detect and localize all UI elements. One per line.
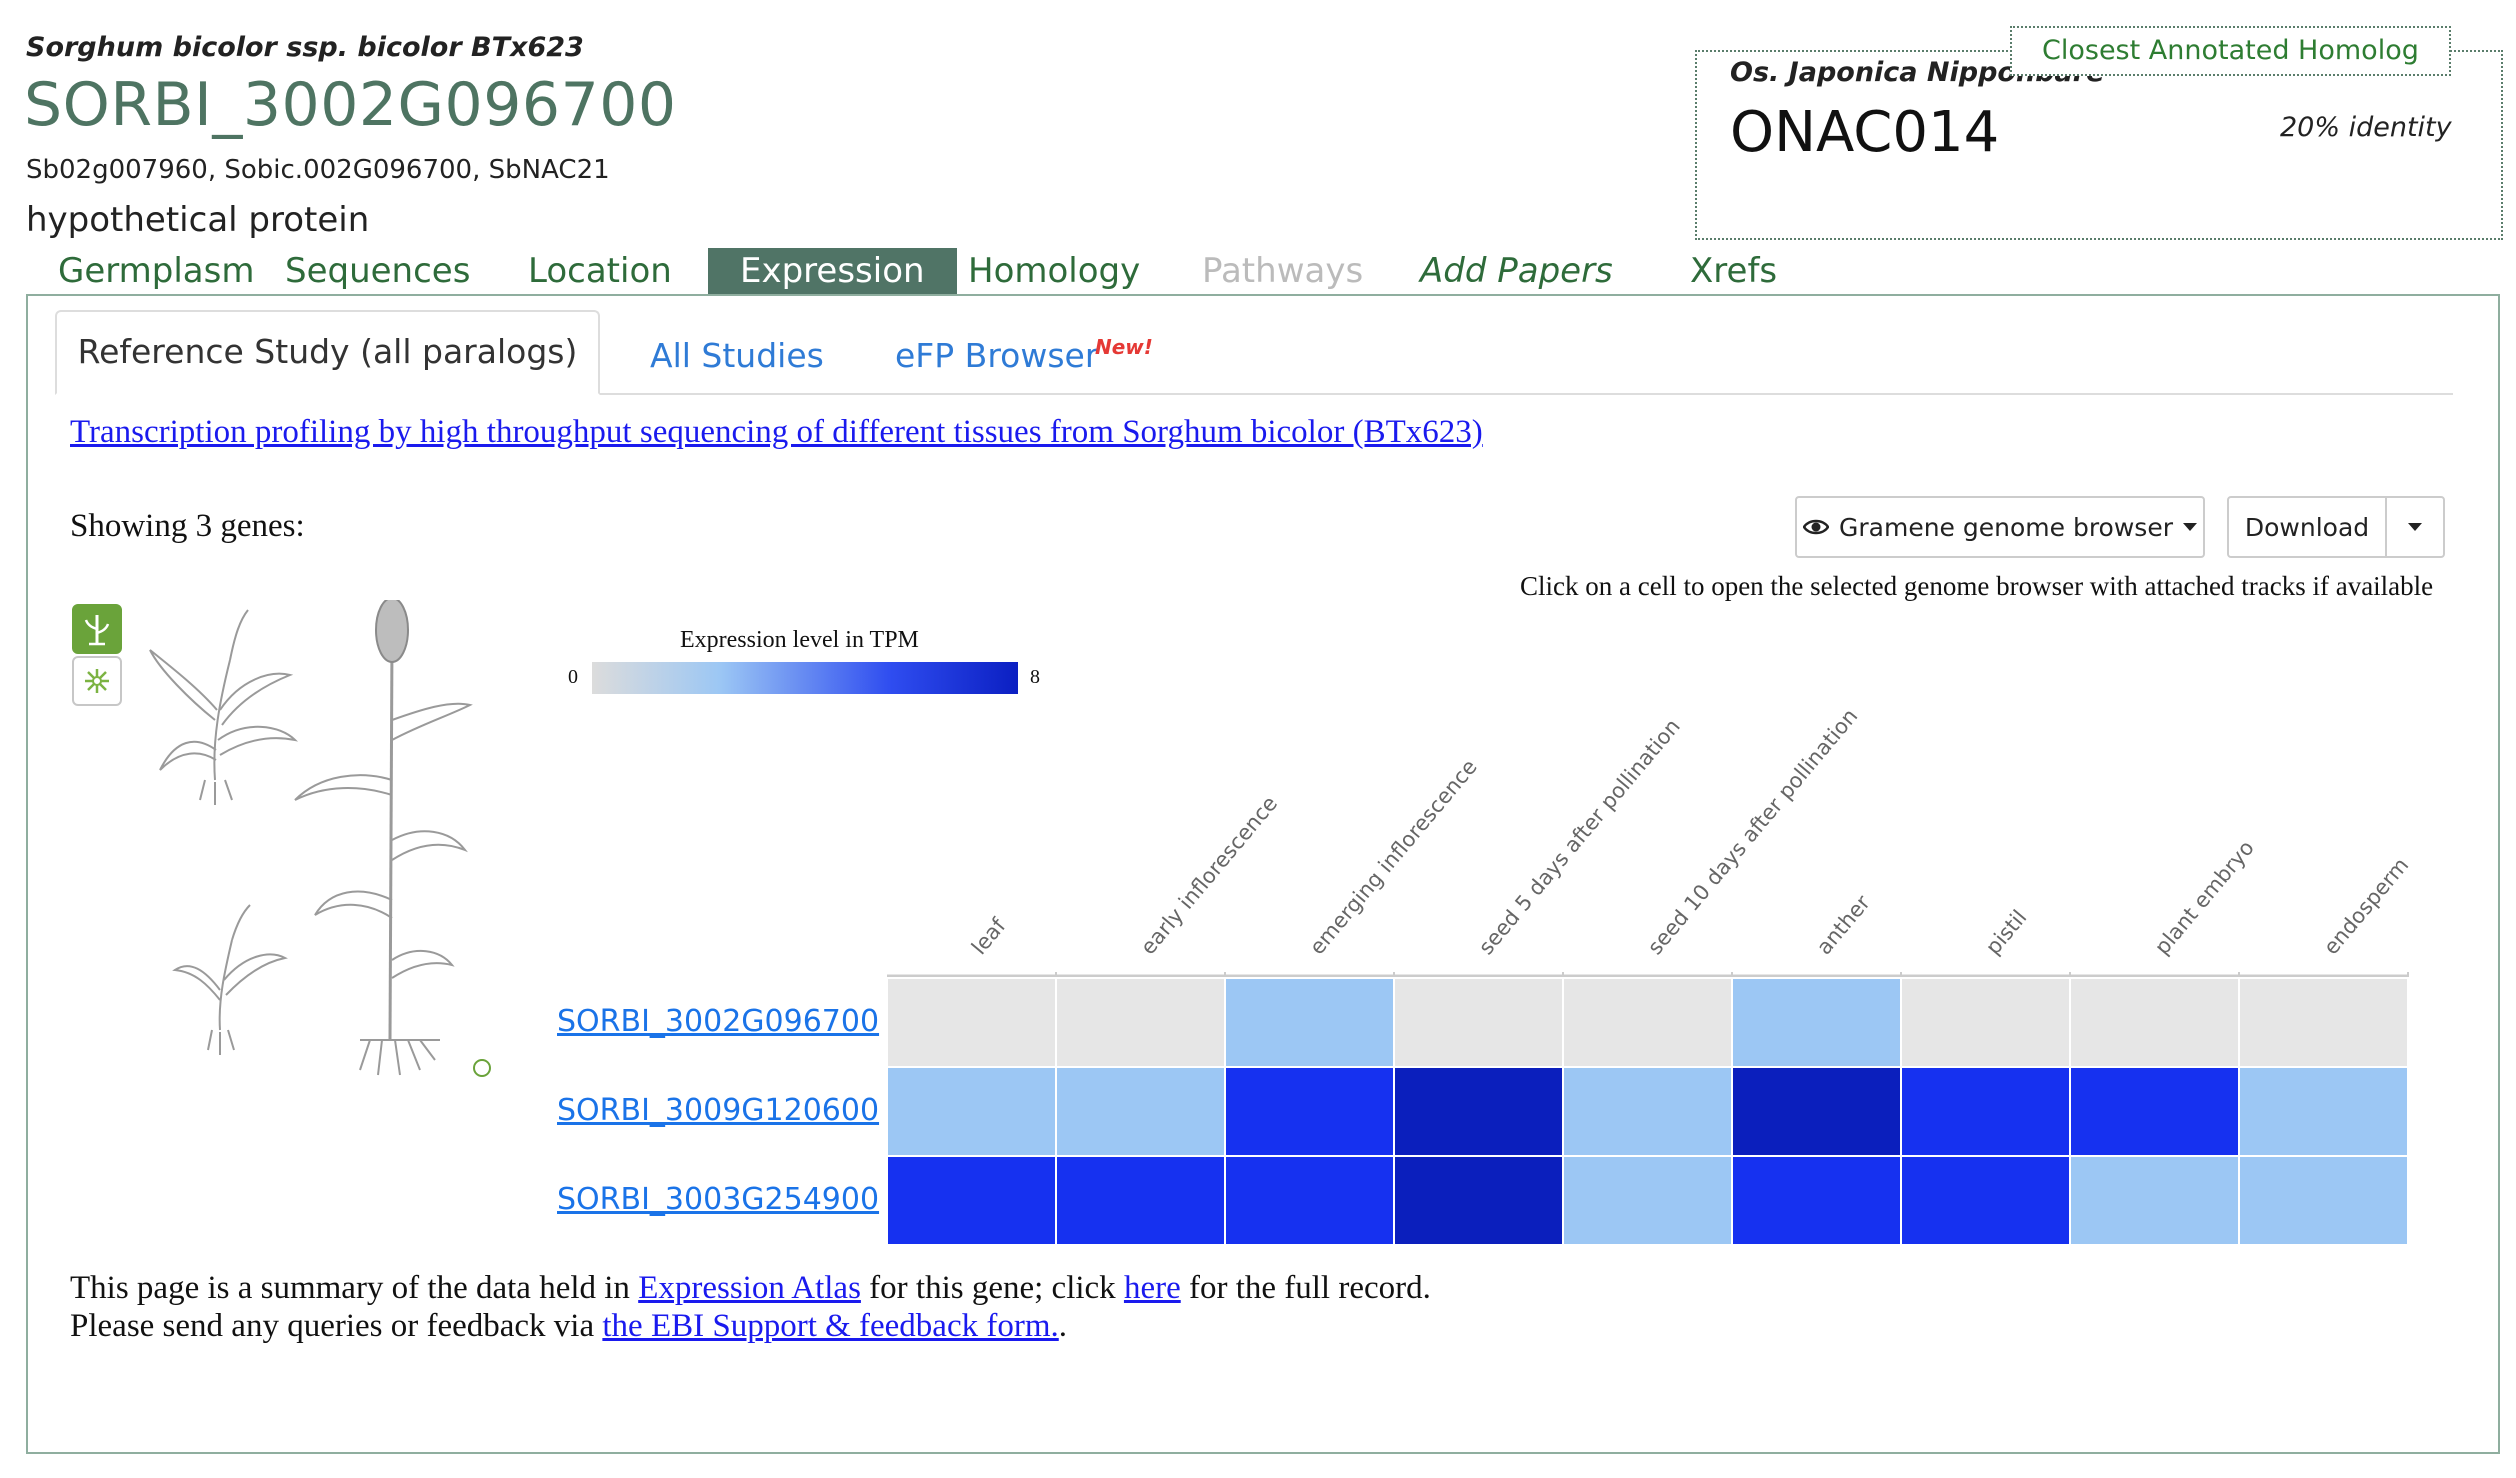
genome-browser-label: Gramene genome browser [1839,512,2173,542]
heatmap-cell[interactable] [1562,1066,1733,1157]
flower-view-button[interactable] [72,656,122,706]
heatmap-cell[interactable] [1900,1155,2071,1246]
heatmap-cell[interactable] [886,1066,1057,1157]
tab-add-papers[interactable]: Add Papers [1420,251,1613,291]
new-badge: New! [1095,335,1153,359]
gene-row-link[interactable]: SORBI_3002G096700 [557,1004,880,1039]
expression-heatmap: leaf early inflorescence emerging inflores… [886,600,2417,1250]
footer-text: for this gene; click [860,1270,1124,1306]
plant-icon [84,615,110,646]
species-name: Sorghum bicolor ssp. bicolor BTx623 [26,32,584,63]
heatmap-cell[interactable] [1055,1066,1226,1157]
column-label: seed 5 days after pollination [1474,714,1685,959]
legend-min: 0 [568,666,578,688]
heatmap-svg: leaf early inflorescence emerging inflores… [886,704,2413,1246]
column-label: endosperm [2319,853,2413,959]
sorghum-anatomogram [149,600,491,1077]
info-icon [473,1059,491,1077]
tab-location[interactable]: Location [528,251,672,291]
heatmap-cell[interactable] [1562,977,1733,1068]
flower-icon [85,669,109,693]
gene-description: hypothetical protein [26,200,370,240]
heatmap-cell[interactable] [1900,977,2071,1068]
footer-text: for the full record. [1180,1270,1431,1306]
footer-text: . [1058,1308,1068,1344]
full-record-link[interactable]: here [1123,1270,1181,1306]
heatmap-cell[interactable] [1562,1155,1733,1246]
legend-title: Expression level in TPM [680,627,919,653]
heatmap-cell[interactable] [1224,977,1395,1068]
tab-expression[interactable]: Expression [708,248,957,294]
download-button[interactable]: Download [2227,496,2387,558]
heatmap-cell[interactable] [1393,1066,1564,1157]
homolog-gene[interactable]: ONAC014 [1730,100,2000,165]
tab-xrefs[interactable]: Xrefs [1690,251,1778,291]
heatmap-cell[interactable] [2069,1066,2240,1157]
gene-row-link[interactable]: SORBI_3009G120600 [557,1093,880,1128]
homolog-label: Closest Annotated Homolog [2010,26,2451,76]
heatmap-cell[interactable] [2238,977,2409,1068]
column-label: seed 10 days after pollination [1643,704,1862,959]
heatmap-cell[interactable] [1224,1066,1395,1157]
eye-icon [1802,513,1830,542]
chevron-down-icon [2408,523,2422,531]
heatmap-cell[interactable] [1055,1155,1226,1246]
expression-panel [26,294,2500,1454]
heatmap-cell[interactable] [1900,1066,2071,1157]
heatmap-cell[interactable] [2069,1155,2240,1246]
legend-max: 8 [1030,666,1040,688]
showing-genes-count: Showing 3 genes: [70,508,305,544]
plant-view-button[interactable] [72,604,122,654]
heatmap-cell[interactable] [2069,977,2240,1068]
footer-text: Please send any queries or feedback via [70,1308,603,1344]
heatmap-cell[interactable] [1393,977,1564,1068]
legend-gradient [592,662,1018,694]
tab-sequences[interactable]: Sequences [285,251,471,291]
footer-feedback: Please send any queries or feedback via … [70,1308,1067,1345]
homolog-identity: 20% identity [2280,112,2452,143]
footer-summary: This page is a summary of the data held … [70,1270,1431,1307]
heatmap-cell[interactable] [1731,1155,1902,1246]
heatmap-cell[interactable] [1731,977,1902,1068]
tab-pathways: Pathways [1202,251,1364,291]
gene-synonyms: Sb02g007960, Sobic.002G096700, SbNAC21 [26,155,610,185]
column-label: leaf [967,913,1011,959]
heatmap-cell[interactable] [2238,1066,2409,1157]
heatmap-cell[interactable] [1393,1155,1564,1246]
feedback-form-link[interactable]: the EBI Support & feedback form. [602,1308,1059,1344]
heatmap-cell[interactable] [886,1155,1057,1246]
heatmap-cell[interactable] [1731,1066,1902,1157]
column-label: early inflorescence [1136,791,1282,959]
browser-hint: Click on a cell to open the selected gen… [1520,571,2434,601]
heatmap-cell[interactable] [1224,1155,1395,1246]
gene-row-link[interactable]: SORBI_3003G254900 [557,1182,880,1217]
genome-browser-dropdown[interactable]: Gramene genome browser [1795,496,2205,558]
study-link[interactable]: Transcription profiling by high throughp… [70,414,1483,450]
chevron-down-icon [2182,523,2197,531]
subtab-reference-study[interactable]: Reference Study (all paralogs) [55,310,600,395]
subtab-all-studies[interactable]: All Studies [650,336,824,375]
subtab-efp-browser[interactable]: eFP Browser [895,336,1099,375]
column-label: pistil [1981,905,2032,959]
download-options-toggle[interactable] [2385,496,2445,558]
expression-atlas-link[interactable]: Expression Atlas [638,1270,861,1306]
gene-title: SORBI_3002G096700 [24,70,677,140]
heatmap-cell[interactable] [1055,977,1226,1068]
footer-text: This page is a summary of the data held … [70,1270,639,1306]
tab-germplasm[interactable]: Germplasm [58,251,255,291]
heatmap-cell[interactable] [886,977,1057,1068]
subtab-divider [55,393,2453,395]
column-label: emerging inflorescence [1305,755,1482,959]
heatmap-cell[interactable] [2238,1155,2409,1246]
tab-homology[interactable]: Homology [968,251,1141,291]
column-label: anther [1812,890,1875,959]
column-label: plant embryo [2150,836,2259,959]
